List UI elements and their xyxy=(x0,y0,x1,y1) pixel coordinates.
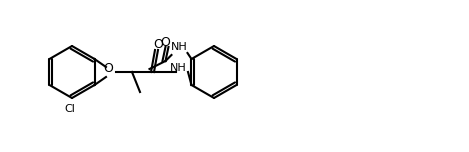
Text: NH: NH xyxy=(170,63,186,73)
Text: O: O xyxy=(103,62,113,74)
Text: O: O xyxy=(160,36,170,48)
Text: Cl: Cl xyxy=(64,104,75,114)
Text: O: O xyxy=(153,38,163,52)
Text: NH: NH xyxy=(171,42,188,52)
